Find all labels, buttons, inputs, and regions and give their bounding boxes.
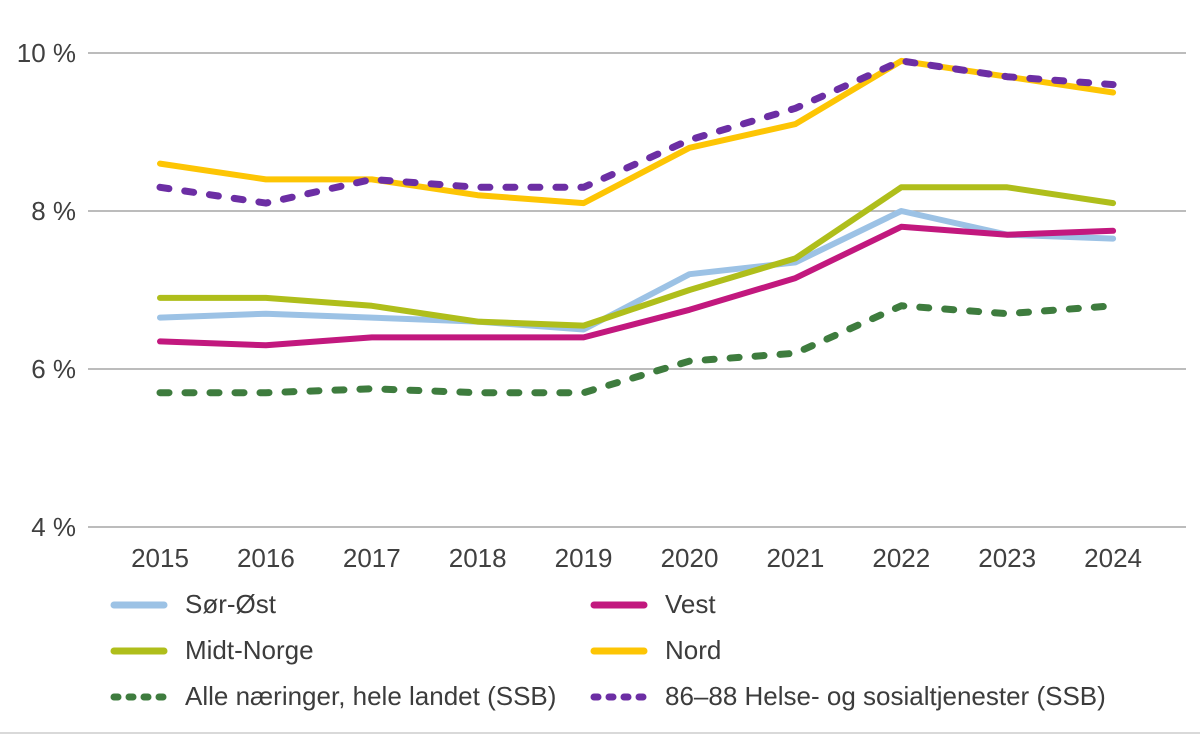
- legend-label: Sør-Øst: [185, 589, 276, 619]
- x-tick-label-2018: 2018: [449, 543, 507, 572]
- legend-item-alle-naeringer: Alle næringer, hele landet (SSB): [110, 680, 590, 713]
- figure-bottom-border: [0, 732, 1200, 734]
- x-tick-label-2019: 2019: [555, 543, 613, 572]
- legend-item-vest: Vest: [590, 588, 1200, 621]
- x-tick-label-2017: 2017: [343, 543, 401, 572]
- legend-item-midt-norge: Midt-Norge: [110, 634, 590, 667]
- series-line-vest: [157, 223, 1117, 349]
- legend-item-sor-ost: Sør-Øst: [110, 588, 590, 621]
- legend-label: Midt-Norge: [185, 635, 314, 665]
- chart-legend: Sør-Øst Vest Midt-Norge Nord Alle næring…: [110, 588, 1200, 713]
- legend-swatch-line: [590, 647, 648, 654]
- series-line-86-88-helse-og-sosialtjenester-ssb-: [156, 57, 1117, 207]
- line-chart: 10 % 8 % 6 % 4 % 2015 2016 2017 2018 2019 2020 202…: [17, 38, 1186, 572]
- legend-swatch-line: [590, 693, 648, 700]
- series-line-alle-n-ringer-hele-landet-ssb-: [156, 302, 1117, 397]
- legend-swatch-line: [590, 601, 648, 608]
- legend-swatch-line: [110, 647, 168, 654]
- series-line-s-r-st: [157, 208, 1117, 333]
- series-line-nord: [157, 57, 1117, 207]
- y-tick-label-6pct: 6 %: [31, 354, 76, 384]
- y-tick-label-8pct: 8 %: [31, 196, 76, 226]
- y-tick-label-10pct: 10 %: [17, 38, 76, 68]
- x-tick-label-2022: 2022: [872, 543, 930, 572]
- x-tick-label-2016: 2016: [237, 543, 295, 572]
- legend-item-nord: Nord: [590, 634, 1200, 667]
- legend-label: Nord: [665, 635, 722, 665]
- series-line-midt-norge: [157, 184, 1117, 329]
- x-tick-label-2021: 2021: [766, 543, 824, 572]
- legend-swatch-line: [110, 693, 168, 700]
- legend-swatch-line: [110, 601, 168, 608]
- x-tick-label-2020: 2020: [661, 543, 719, 572]
- legend-label: Alle næringer, hele landet (SSB): [185, 681, 557, 711]
- y-tick-label-4pct: 4 %: [31, 512, 76, 542]
- x-tick-label-2023: 2023: [978, 543, 1036, 572]
- legend-label: Vest: [665, 589, 716, 619]
- x-tick-label-2024: 2024: [1084, 543, 1142, 572]
- x-tick-label-2015: 2015: [131, 543, 189, 572]
- legend-item-86-88-helse: 86–88 Helse- og sosialtjenester (SSB): [590, 680, 1200, 713]
- legend-label: 86–88 Helse- og sosialtjenester (SSB): [665, 681, 1106, 711]
